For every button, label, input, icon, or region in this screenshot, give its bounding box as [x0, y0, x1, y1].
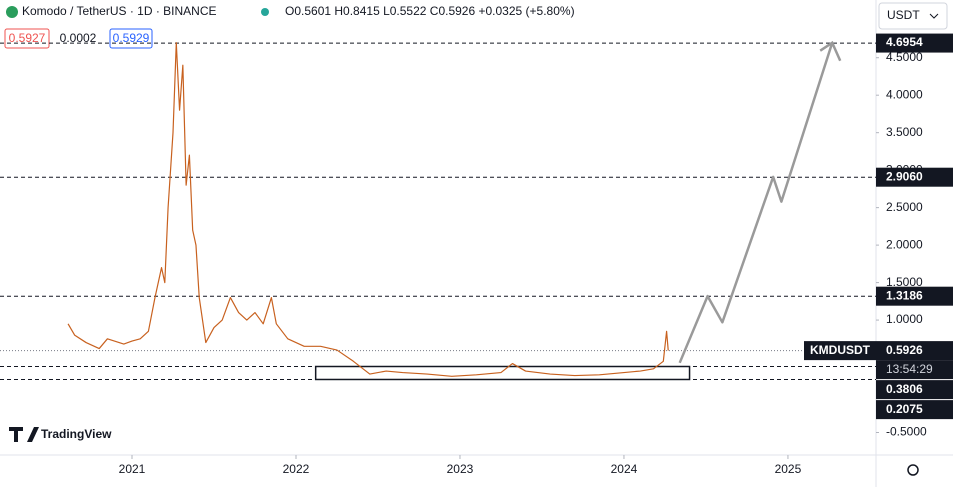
- level-label-box: [876, 380, 953, 400]
- level-label: 0.2075: [886, 402, 923, 416]
- level-label-box: [876, 286, 953, 306]
- currency-select[interactable]: [878, 2, 948, 30]
- y-tick-label: 3.5000: [886, 125, 923, 139]
- x-tick-label: 2025: [775, 462, 802, 476]
- level-label-box: [876, 33, 953, 53]
- y-tick-label: 1.5000: [886, 275, 923, 289]
- spread: 0.0002: [60, 31, 97, 45]
- level-label: 0.3806: [886, 382, 923, 396]
- select-caret: [929, 13, 939, 19]
- projection-line: [678, 42, 834, 364]
- brand-logo: [9, 427, 39, 442]
- level-label-box: [876, 400, 953, 420]
- level-label: 1.3186: [886, 288, 923, 302]
- y-tick-label: -0.5000: [886, 425, 927, 439]
- settings-icon[interactable]: [907, 464, 919, 476]
- level-label-box: [876, 167, 953, 187]
- countdown-box: [876, 360, 953, 380]
- y-tick-label: 4.0000: [886, 87, 923, 101]
- symbol-logo: [6, 6, 18, 18]
- ohlc: O0.5601 H0.8415 L0.5522 C0.5926 +0.0325 …: [285, 4, 575, 18]
- ask: 0.5929: [113, 31, 150, 45]
- status-dot: [261, 8, 269, 16]
- y-tick-label: 4.5000: [886, 50, 923, 64]
- currency: USDT: [887, 8, 920, 22]
- projection-arrowhead: [819, 40, 842, 62]
- y-tick-label: 2.5000: [886, 200, 923, 214]
- level-label: 4.6954: [886, 35, 923, 49]
- x-tick-label: 2022: [283, 462, 310, 476]
- bid: 0.5927: [9, 31, 46, 45]
- y-tick-label: 1.0000: [886, 312, 923, 326]
- symbol-box: [804, 341, 876, 361]
- price-line: [67, 42, 669, 377]
- x-tick-label: 2023: [447, 462, 474, 476]
- last-price-box: [876, 341, 953, 361]
- symbol: KMDUSDT: [810, 343, 871, 357]
- chart-title: Komodo / TetherUS · 1D · BINANCE: [22, 4, 217, 18]
- x-tick-label: 2021: [119, 462, 146, 476]
- y-tick-label: 2.0000: [886, 237, 923, 251]
- x-tick-label: 2024: [611, 462, 638, 476]
- level-label: 2.9060: [886, 169, 923, 183]
- range-box: [314, 365, 691, 381]
- countdown: 13:54:29: [886, 362, 933, 376]
- brand: TradingView: [41, 427, 112, 441]
- last-price: 0.5926: [886, 343, 923, 357]
